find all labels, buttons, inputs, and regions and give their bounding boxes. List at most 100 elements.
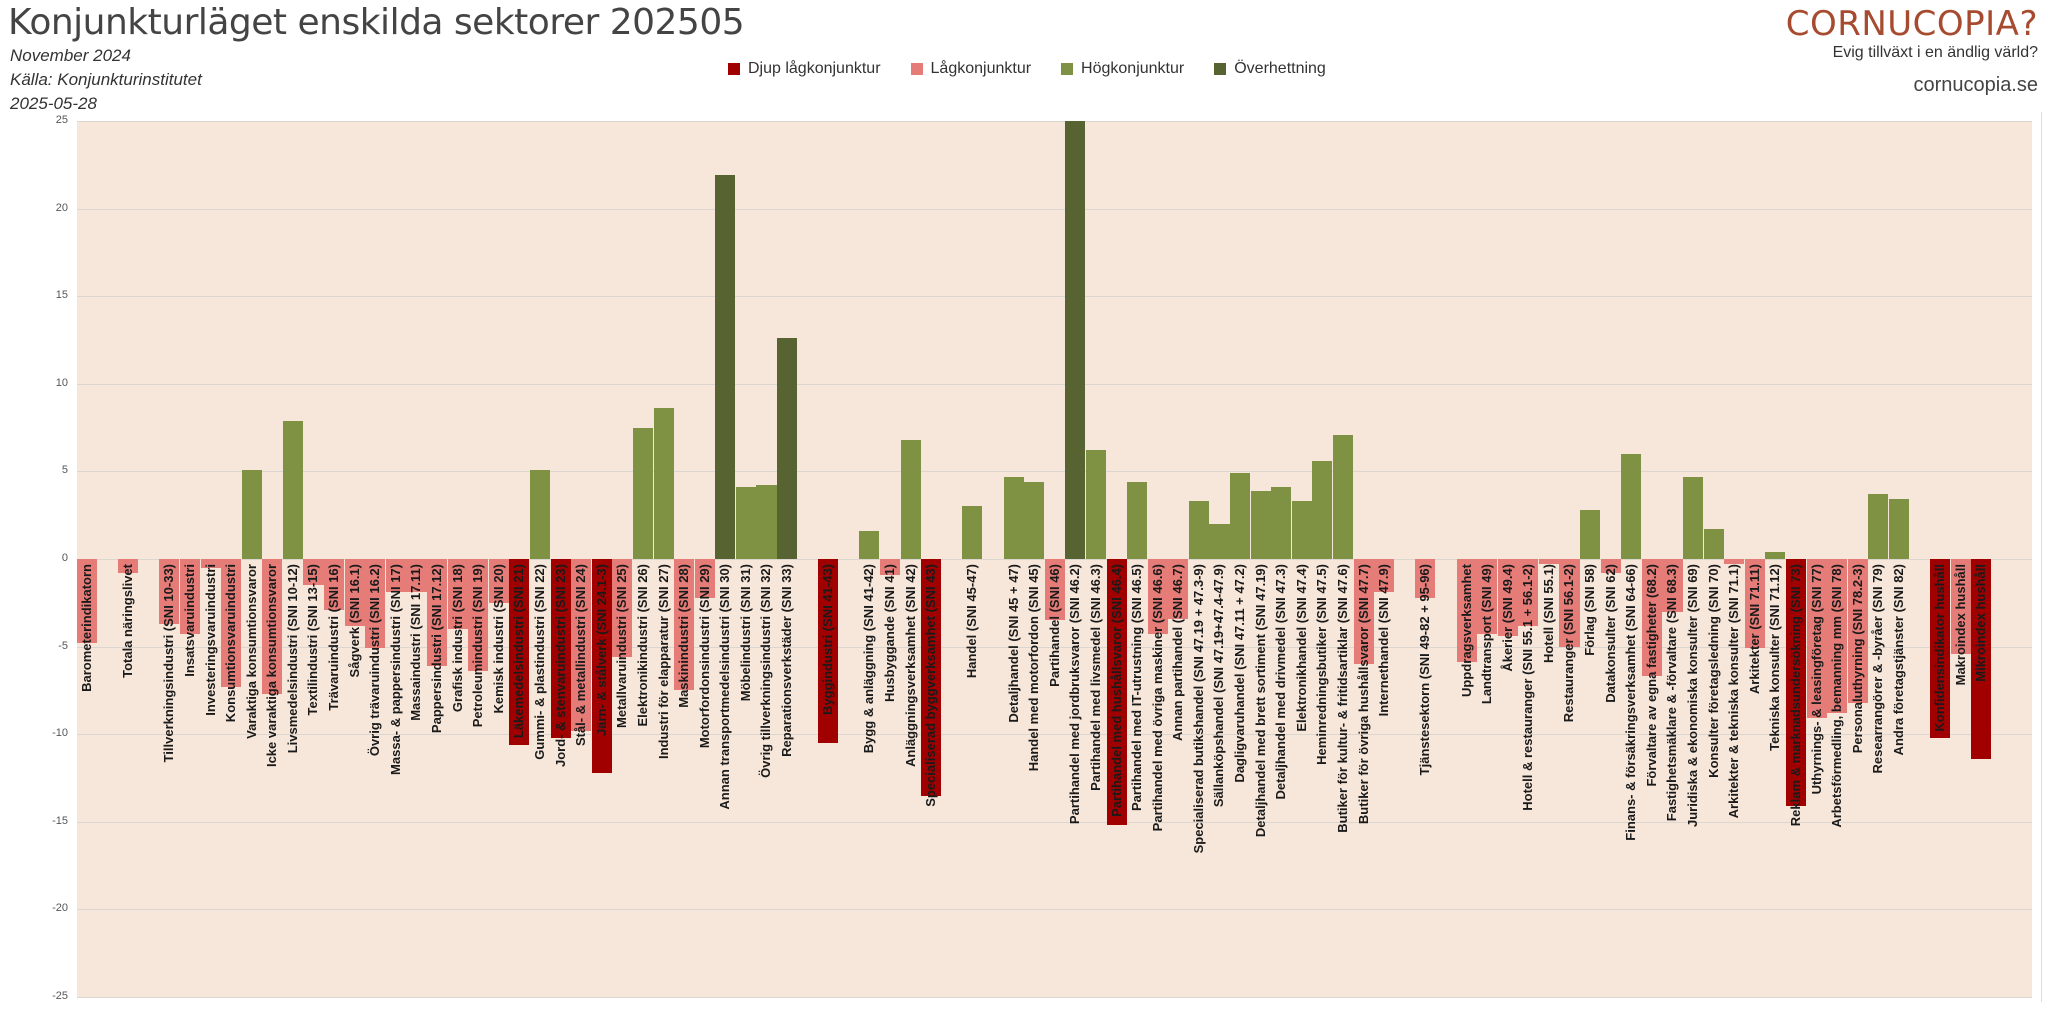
bar-hog: [1868, 494, 1889, 559]
legend-item-lag: Lågkonjunktur: [910, 60, 1031, 78]
bar-lag: [1044, 559, 1065, 621]
legend-swatch: [910, 63, 923, 75]
bar-djup: [1971, 559, 1992, 759]
category-label: Fastighetsmäklare & -förvaltare (SNI 68.…: [1664, 564, 1680, 822]
bar-over: [777, 338, 798, 559]
category-label: Arkitekter (SNI 71.11): [1746, 564, 1762, 695]
bar-hog: [1127, 481, 1148, 559]
bar-hog: [1188, 501, 1209, 559]
legend-swatch: [728, 63, 740, 75]
bar-hog: [1250, 490, 1271, 559]
gridline: [77, 208, 2032, 210]
bar-lag: [1600, 559, 1621, 574]
category-label: Tekniska konsulter (SNI 71.12): [1767, 564, 1783, 751]
legend-label: Överhettning: [1234, 60, 1326, 77]
bar-lag: [159, 559, 180, 624]
bar-lag: [1950, 559, 1971, 654]
bar-djup: [818, 559, 839, 743]
category-label: Juridiska & ekonomiska konsulter (SNI 69…: [1685, 564, 1701, 827]
bar-lag: [674, 559, 695, 691]
bar-hog: [756, 485, 777, 559]
bar-hog: [1703, 529, 1724, 559]
bar-lag: [365, 559, 386, 649]
category-label: Massaindustri (SNI 17.11): [408, 564, 424, 721]
category-label: Förvaltare av egna fastigheter (68.2): [1643, 564, 1659, 787]
bar-lag: [1477, 559, 1498, 635]
bar-hog: [1312, 460, 1333, 559]
bar-lag: [179, 559, 201, 635]
bar-lag: [1456, 559, 1477, 663]
bar-hog: [1888, 499, 1909, 559]
category-label: Stål- & metallindustri (SNI 24): [573, 564, 589, 747]
category-label: Jord- & stenvaruindustri (SNI 23): [552, 564, 568, 767]
category-label: Specialiserad byggverksamhet (SNI 43): [923, 564, 939, 807]
bar-hog: [1621, 453, 1642, 559]
y-tick-label: -5: [58, 639, 68, 652]
category-label: Datakonsulter (SNI 62): [1602, 564, 1618, 703]
y-tick-label: -10: [52, 727, 68, 740]
logo-url[interactable]: cornucopia.se: [1913, 74, 2038, 96]
category-label: Byggindustri (SNI 41-43): [820, 564, 836, 715]
category-label: Konsulter företagsledning (SNI 70): [1705, 564, 1721, 778]
bar-hog: [1765, 551, 1786, 559]
category-label: Anläggningsverksamhet (SNI 42): [902, 564, 918, 767]
category-label: Järn- & stålverk (SNI 24.1-3): [593, 564, 609, 736]
category-label: Elektronikindustri (SNI 26): [634, 564, 650, 727]
category-label: Arbetsförmedling, bemanning mm (SNI 78): [1829, 564, 1845, 828]
category-label: Arkitekter & tekniska konsulter (SNI 71.…: [1726, 564, 1742, 819]
bar-hog: [1230, 473, 1251, 559]
bar-hog: [859, 530, 880, 559]
category-label: Annan partihandel (SNI 46.7): [1170, 564, 1186, 741]
category-label: Livsmedelsindustri (SNI 10-12): [284, 564, 300, 754]
bar-lag: [118, 559, 139, 574]
bar-lag: [324, 559, 345, 610]
category-label: Metallvaruindustri (SNI 25): [614, 564, 630, 728]
gridline: [77, 296, 2032, 298]
category-label: Möbelindustri (SNI 31): [737, 564, 753, 702]
category-label: Handel (SNI 45-47): [964, 564, 980, 679]
legend-item-over: Överhettning: [1214, 60, 1326, 78]
bar-lag: [1538, 559, 1559, 565]
y-tick-label: -15: [52, 814, 68, 827]
bar-lag: [385, 559, 406, 593]
y-tick-label: 25: [55, 114, 68, 126]
category-label: Detaljhandel med drivmedel (SNI 47.3): [1273, 564, 1289, 800]
chart-title: Konjunkturläget enskilda sektorer 202505: [8, 2, 745, 43]
category-label: Partihandel med övriga maskiner (SNI 46.…: [1149, 564, 1165, 832]
y-tick-label: -25: [52, 990, 68, 1002]
gridline: [77, 909, 2032, 911]
bar-djup: [550, 559, 571, 738]
cornucopia-logo: CORNUCOPIA? Evig tillväxt i en ändlig vä…: [1786, 4, 2038, 97]
category-label: Tjänstesektorn (SNI 49-82 + 95-96): [1417, 564, 1433, 776]
subtitle-published: 2025-05-28: [10, 94, 97, 113]
bar-lag: [488, 559, 509, 603]
category-label: Maskinindustri (SNI 28): [676, 564, 692, 708]
category-label: Varaktiga konsumtionsvaror: [243, 564, 259, 739]
category-label: Bygg & anläggning (SNI 41-42): [861, 564, 877, 754]
category-label: Textilindustri (SNI 13-15): [305, 564, 321, 716]
y-tick-label: 15: [55, 289, 68, 302]
legend-label: Högkonjunktur: [1081, 60, 1185, 77]
bar-djup: [1930, 559, 1951, 738]
category-label: Andra företagstjänster (SNI 82): [1890, 564, 1906, 756]
bar-lag: [77, 559, 98, 644]
bar-over: [1065, 121, 1086, 559]
legend-item-hog: Högkonjunktur: [1061, 60, 1184, 78]
bar-hog: [1085, 450, 1106, 559]
bar-lag: [221, 559, 242, 687]
bar-lag: [1518, 559, 1539, 626]
bar-lag: [262, 559, 283, 694]
category-label: Icke varaktiga konsumtionsvaror: [264, 564, 280, 768]
bar-lag: [1744, 559, 1765, 649]
bar-lag: [427, 559, 448, 666]
category-label: Motorfordonsindustri (SNI 29): [696, 564, 712, 749]
bar-lag: [1168, 559, 1189, 619]
subtitle-source: Källa: Konjunkturinstitutet: [10, 70, 202, 89]
category-label: Pappersindustri (SNI 17.12): [429, 564, 445, 734]
gridline: [77, 471, 2032, 473]
bar-lag: [1847, 559, 1868, 703]
category-label: Grafisk industri (SNI 18): [449, 564, 465, 713]
category-label: Internethandel (SNI 47.9): [1376, 564, 1392, 717]
bar-lag: [344, 559, 365, 626]
gridline: [77, 821, 2032, 823]
